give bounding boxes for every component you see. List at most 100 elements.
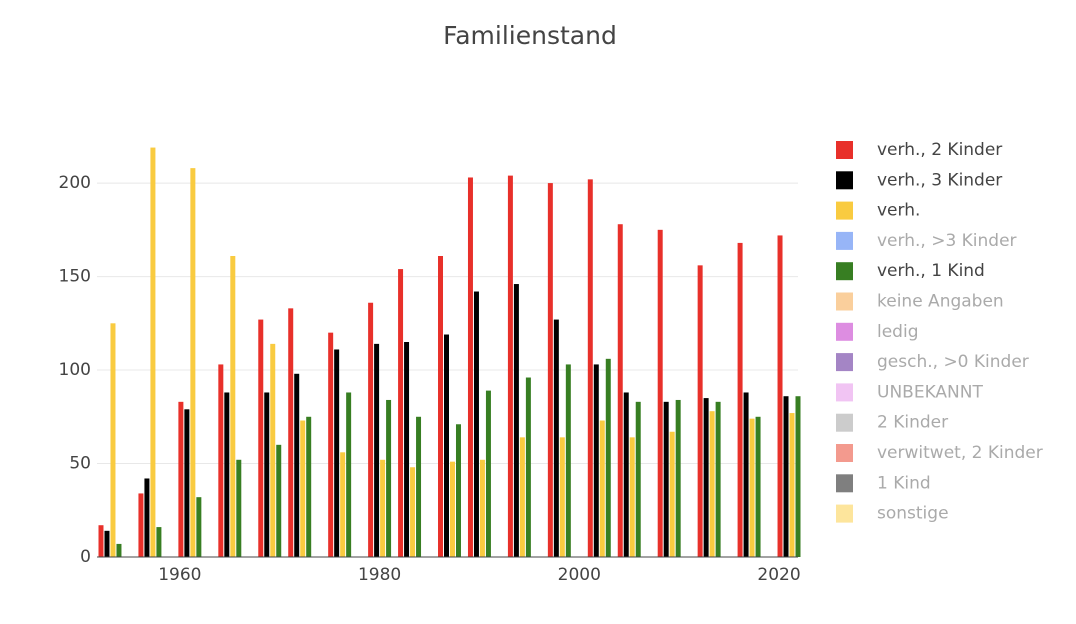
chart-title: Familienstand: [443, 21, 617, 50]
bar: [657, 229, 663, 557]
legend-swatch: [836, 444, 853, 462]
legend-swatch: [836, 231, 853, 250]
legend-label: verh., 3 Kinder: [877, 170, 1002, 190]
y-tick-label: 50: [69, 454, 91, 474]
legend-label: verh.: [877, 201, 920, 221]
x-tick-label: 1960: [158, 565, 201, 585]
bar: [777, 235, 783, 557]
bar: [599, 420, 605, 557]
bar: [98, 525, 104, 557]
bar: [184, 409, 190, 557]
bar: [380, 459, 386, 557]
bar: [703, 398, 709, 557]
bar: [144, 478, 150, 557]
bar: [300, 420, 306, 557]
bar: [565, 364, 571, 557]
bar: [444, 334, 449, 557]
legend-label: sonstige: [877, 504, 949, 524]
bar: [697, 265, 703, 557]
bar: [306, 416, 312, 557]
bar: [258, 319, 264, 557]
bar: [479, 459, 485, 557]
legend-swatch: [836, 383, 853, 402]
bar: [334, 349, 340, 557]
bar: [715, 401, 721, 557]
bar: [485, 390, 491, 557]
bar: [374, 343, 380, 557]
bar: [410, 467, 416, 557]
bar: [138, 493, 144, 557]
bar: [513, 284, 519, 557]
bar: [218, 364, 224, 557]
bar: [617, 224, 623, 557]
legend-label: gesch., >0 Kinder: [877, 352, 1029, 372]
legend-swatch: [836, 262, 853, 281]
legend-swatch: [836, 141, 853, 159]
bar: [605, 358, 611, 557]
bar: [346, 392, 352, 557]
bar: [230, 256, 236, 557]
bar: [276, 444, 282, 557]
bar: [783, 396, 789, 557]
bar: [156, 527, 162, 557]
bar: [264, 392, 270, 557]
bar: [623, 392, 629, 557]
bar: [507, 175, 513, 557]
bar: [398, 269, 404, 557]
bar: [150, 147, 156, 557]
legend-label: 1 Kind: [877, 473, 931, 493]
bar: [368, 302, 374, 557]
x-tick-label: 1980: [358, 565, 401, 585]
y-tick-label: 150: [59, 267, 91, 287]
bar: [749, 418, 755, 557]
bar: [743, 392, 749, 557]
bar: [455, 424, 461, 557]
bar: [663, 401, 669, 557]
bar: [190, 168, 196, 557]
bar: [709, 411, 715, 557]
bar: [669, 431, 675, 557]
bar: [116, 543, 122, 557]
bar: [473, 291, 479, 557]
bar: [270, 343, 276, 557]
bar: [553, 319, 559, 557]
legend-label: verh., 1 Kind: [877, 261, 985, 281]
bar: [386, 399, 392, 557]
legend-label: UNBEKANNT: [877, 382, 983, 402]
bar: [404, 342, 410, 557]
bar: [629, 437, 635, 557]
legend-label: verwitwet, 2 Kinder: [877, 443, 1043, 463]
legend-label: 2 Kinder: [877, 413, 948, 433]
bar: [328, 332, 334, 557]
legend-label: verh., 2 Kinder: [877, 140, 1002, 160]
legend-swatch: [836, 504, 853, 523]
legend-swatch: [836, 201, 853, 220]
bar: [795, 396, 801, 557]
x-tick-label: 2020: [757, 565, 800, 585]
legend-label: verh., >3 Kinder: [877, 231, 1017, 251]
bar: [294, 373, 300, 557]
legend-swatch: [836, 171, 853, 190]
legend-swatch: [836, 353, 853, 372]
bar: [587, 179, 593, 557]
bar: [416, 416, 422, 557]
legend-swatch: [836, 322, 853, 341]
bar: [789, 413, 795, 557]
legend-label: keine Angaben: [877, 292, 1004, 312]
bar: [438, 256, 444, 557]
bar: [340, 452, 346, 557]
bar: [593, 364, 599, 557]
bar: [675, 399, 681, 557]
y-tick-label: 100: [59, 360, 91, 380]
bar: [547, 183, 553, 557]
legend-swatch: [836, 413, 853, 432]
bar: [104, 530, 110, 557]
y-tick-label: 200: [59, 173, 91, 193]
bar: [110, 323, 116, 557]
bar: [737, 242, 743, 558]
bar: [559, 437, 565, 557]
legend-label: ledig: [877, 322, 919, 342]
bar: [467, 177, 473, 557]
legend-swatch: [836, 474, 853, 493]
